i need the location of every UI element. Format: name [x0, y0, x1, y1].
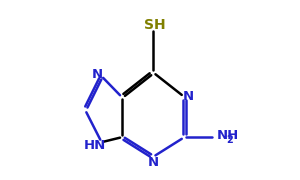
Text: N: N [183, 89, 194, 102]
Text: N: N [92, 68, 103, 81]
Text: NH: NH [217, 129, 239, 142]
Text: HN: HN [84, 139, 106, 152]
Text: 2: 2 [226, 135, 232, 145]
Text: N: N [147, 156, 158, 169]
Text: SH: SH [144, 17, 166, 32]
